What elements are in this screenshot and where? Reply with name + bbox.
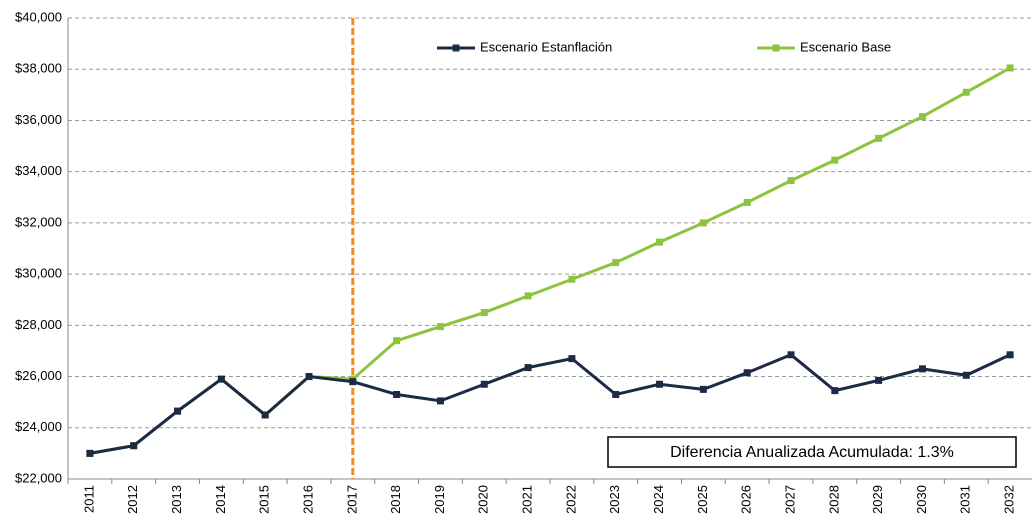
point [393,337,401,345]
x-tick-label: 2021 [520,485,535,514]
y-tick-label: $24,000 [15,419,62,434]
y-tick-label: $38,000 [15,61,62,76]
point [612,259,620,267]
x-tick-label: 2015 [257,485,272,514]
x-tick-label: 2028 [826,485,841,514]
point [787,177,795,185]
point [918,365,926,373]
x-tick-label: 2013 [169,485,184,514]
x-tick-label: 2027 [782,485,797,514]
annotation-box [607,436,1017,468]
point [349,378,357,386]
point [86,449,94,457]
point [568,275,576,283]
point [524,364,532,372]
x-tick-label: 2026 [739,485,754,514]
x-tick-label: 2011 [81,485,96,513]
point [393,390,401,398]
y-tick-label: $34,000 [15,163,62,178]
x-tick-label: 2025 [695,485,710,514]
x-tick-label: 2032 [1002,485,1017,514]
annotation: Diferencia Anualizada Acumulada: 1.3% [670,444,954,461]
point [743,369,751,377]
point [1006,351,1014,359]
x-tick-label: 2031 [958,485,973,514]
point [699,385,707,393]
x-tick-label: 2029 [870,485,885,514]
point [305,373,313,381]
legend-label: Escenario Estanflación [480,39,612,54]
point [612,390,620,398]
point [962,371,970,379]
legend-marker [772,44,780,52]
point [130,442,138,450]
point [699,219,707,227]
point [743,198,751,206]
x-tick-label: 2016 [300,485,315,514]
point [1006,64,1014,72]
y-tick-label: $22,000 [15,470,62,485]
point [875,376,883,384]
point [261,411,269,419]
y-tick-label: $40,000 [15,9,62,24]
series-line [89,353,1011,455]
x-tick-label: 2024 [651,485,666,514]
point [656,380,664,388]
point [568,355,576,363]
x-tick-label: 2017 [344,485,359,514]
point [217,375,225,383]
point [787,351,795,359]
x-tick-label: 2012 [125,485,140,514]
point [962,88,970,96]
point [875,134,883,142]
x-tick-label: 2023 [607,485,622,514]
x-tick-label: 2020 [476,485,491,514]
point [831,387,839,395]
point [436,397,444,405]
point [480,309,488,317]
x-tick-label: 2018 [388,485,403,514]
y-tick-label: $36,000 [15,112,62,127]
legend-label: Escenario Base [800,39,891,54]
point [524,292,532,300]
point [174,407,182,415]
y-tick-label: $32,000 [15,214,62,229]
point [436,323,444,331]
x-tick-label: 2014 [213,485,228,514]
y-tick-label: $30,000 [15,266,62,281]
y-tick-label: $28,000 [15,317,62,332]
legend-marker [452,44,460,52]
series-line [89,66,1011,455]
y-tick-label: $26,000 [15,368,62,383]
point [480,380,488,388]
point [918,113,926,121]
x-tick-label: 2019 [432,485,447,514]
point [831,156,839,164]
x-tick-label: 2030 [914,485,929,514]
point [656,238,664,246]
x-tick-label: 2022 [563,485,578,514]
